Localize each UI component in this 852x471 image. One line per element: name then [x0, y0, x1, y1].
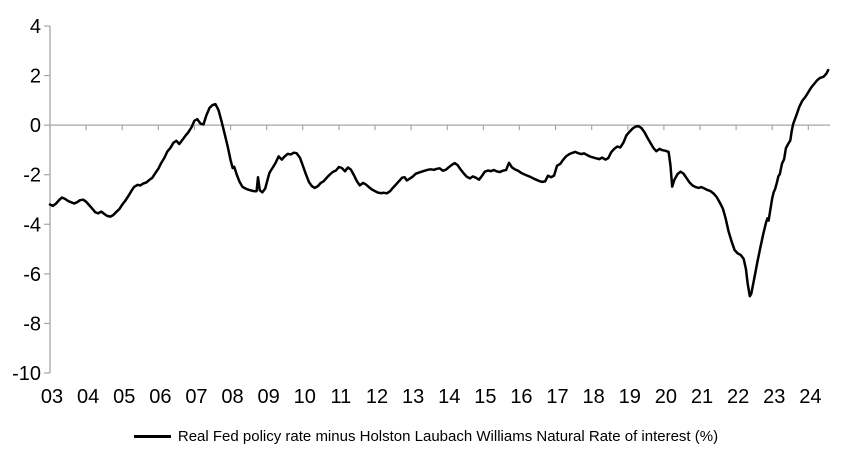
- x-axis-tick-label: 04: [77, 386, 99, 408]
- x-axis-tick-label: 05: [113, 386, 135, 408]
- x-axis-tick-label: 21: [691, 386, 713, 408]
- x-axis-tick-label: 14: [438, 386, 460, 408]
- y-axis-tick-label: -4: [23, 214, 41, 236]
- x-axis-tick-label: 24: [799, 386, 821, 408]
- series-line: [48, 68, 830, 298]
- x-axis-tick-label: 07: [185, 386, 207, 408]
- x-axis-tick-label: 10: [294, 386, 316, 408]
- x-axis-tick-label: 16: [510, 386, 532, 408]
- y-axis-tick-label: -10: [12, 363, 41, 385]
- x-axis-tick-label: 23: [763, 386, 785, 408]
- x-axis-tick-label: 18: [583, 386, 605, 408]
- legend: Real Fed policy rate minus Holston Lauba…: [0, 412, 852, 471]
- x-axis-tick-label: 17: [546, 386, 568, 408]
- x-axis-tick-label: 12: [366, 386, 388, 408]
- legend-line-swatch: [133, 435, 171, 438]
- legend-label: Real Fed policy rate minus Holston Lauba…: [177, 428, 719, 445]
- y-axis-tick-label: 2: [30, 66, 41, 88]
- x-axis-tick-label: 15: [474, 386, 496, 408]
- x-axis-tick-label: 20: [655, 386, 677, 408]
- x-axis-tick-label: 03: [41, 386, 63, 408]
- x-axis-tick-label: 19: [619, 386, 641, 408]
- y-axis-tick-label: -2: [23, 165, 41, 187]
- x-axis-tick-label: 08: [221, 386, 243, 408]
- x-axis-tick-label: 22: [727, 386, 749, 408]
- y-axis-tick-label: 4: [30, 16, 41, 38]
- x-axis-tick-label: 13: [402, 386, 424, 408]
- y-axis-tick-label: -8: [23, 313, 41, 335]
- y-axis-tick-label: 0: [30, 115, 41, 137]
- x-axis-tick-label: 06: [149, 386, 171, 408]
- x-axis-tick-label: 09: [258, 386, 280, 408]
- y-axis-tick-label: -6: [23, 264, 41, 286]
- x-axis-tick-label: 11: [331, 386, 352, 408]
